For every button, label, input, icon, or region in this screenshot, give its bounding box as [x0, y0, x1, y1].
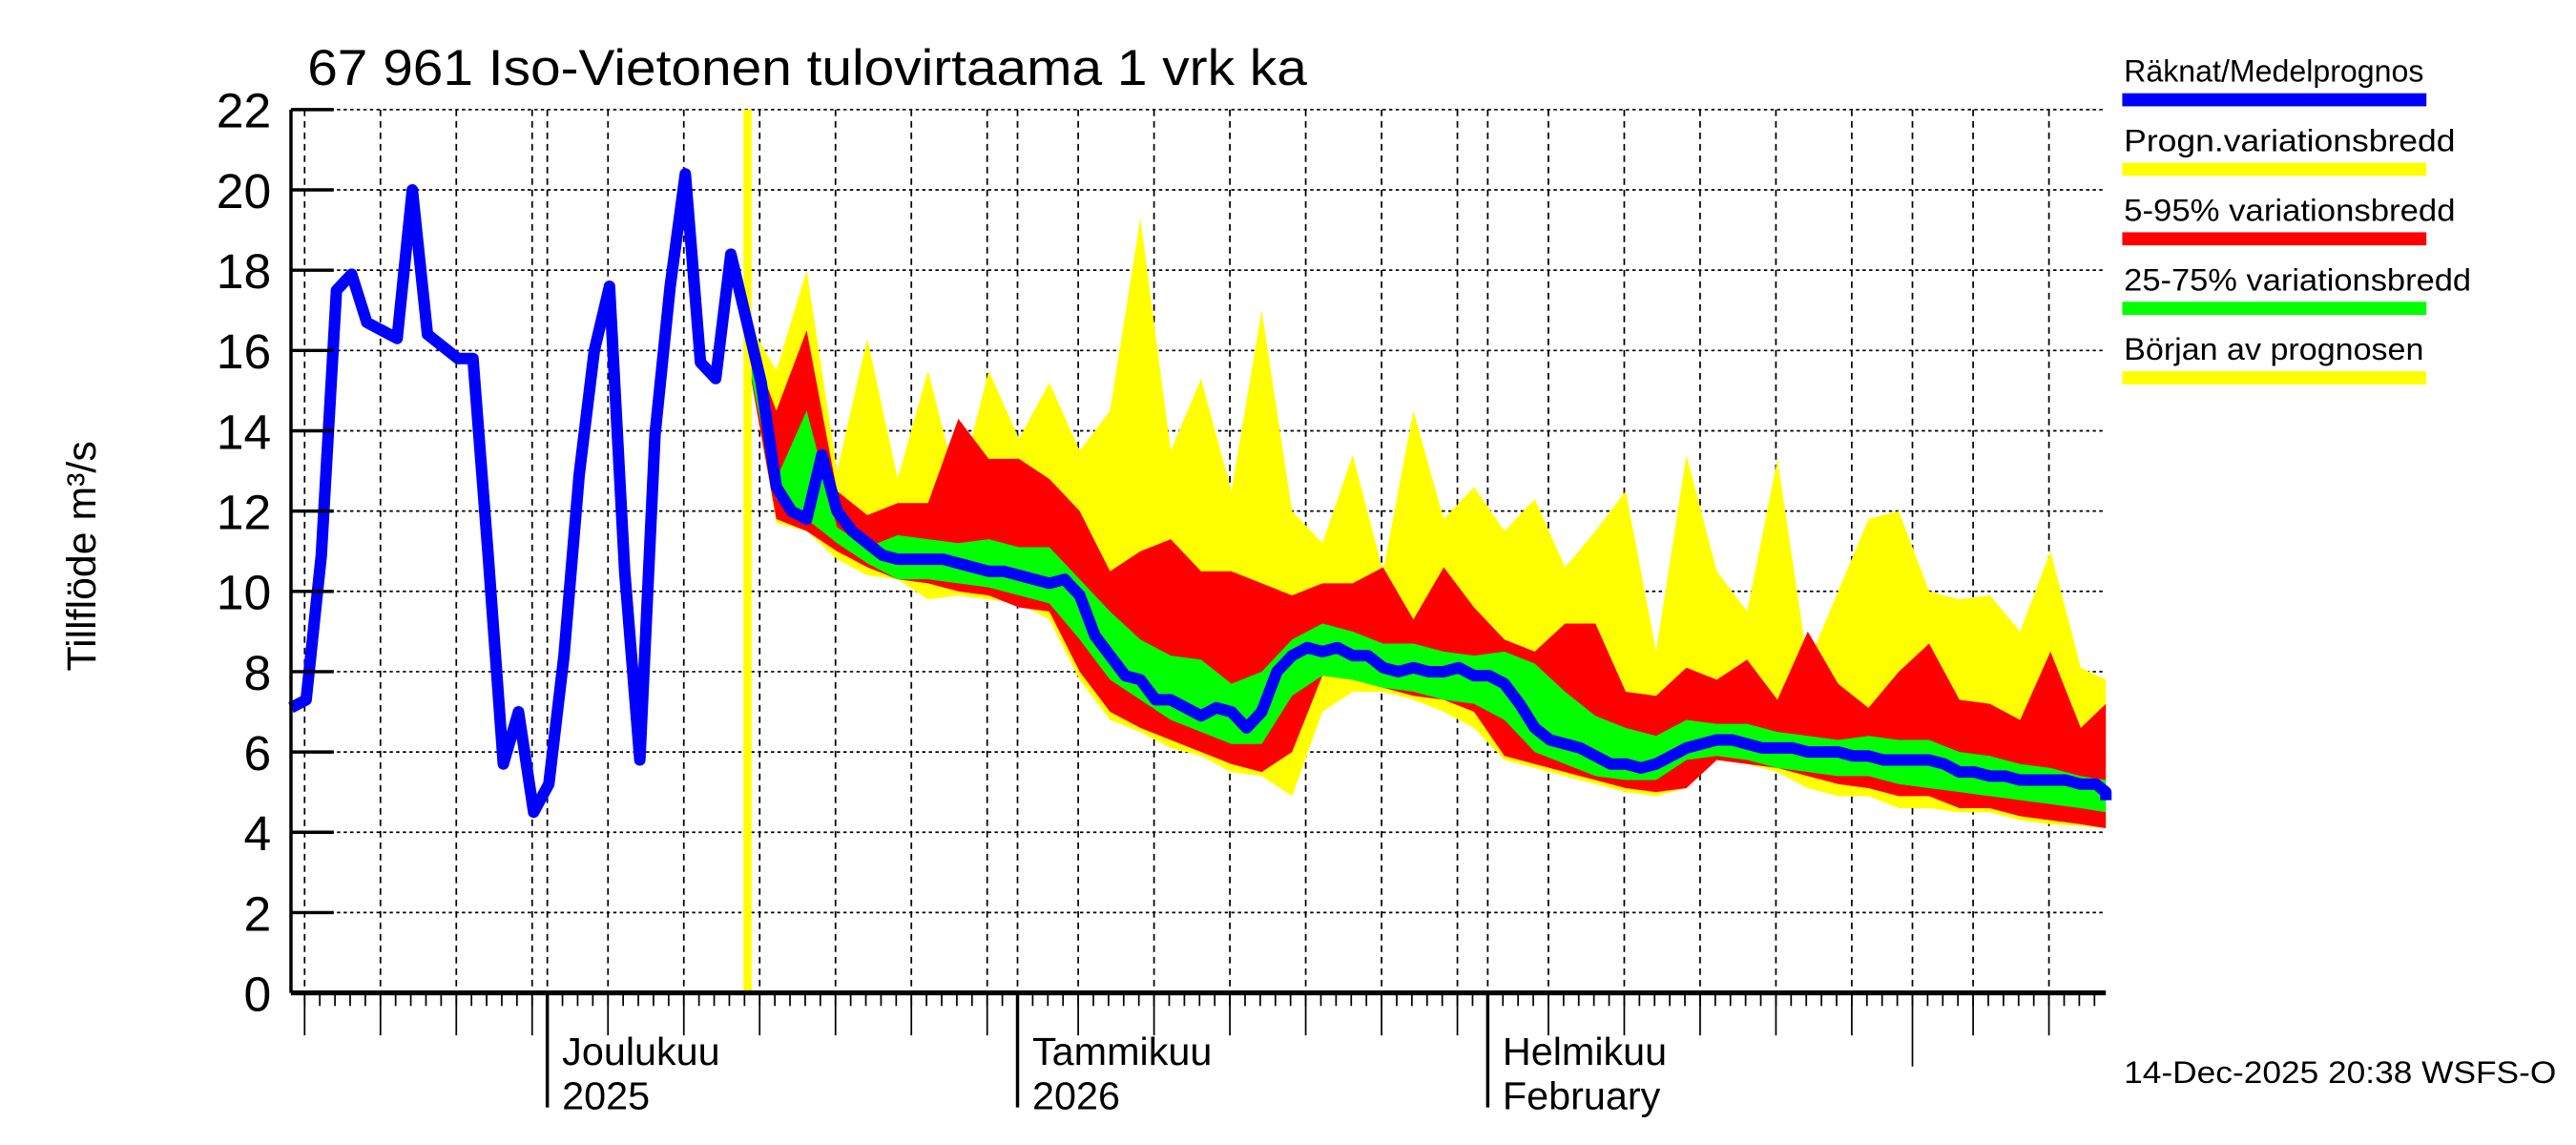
chart-title: 67 961 Iso-Vietonen tulovirtaama 1 vrk k…	[307, 40, 1307, 96]
legend-swatch	[2122, 162, 2427, 177]
footer-timestamp: 14-Dec-2025 20:38 WSFS-O	[2124, 1054, 2556, 1090]
legend-label: 5-95% variationsbredd	[2124, 193, 2455, 228]
y-tick-label: 20	[217, 163, 271, 219]
y-tick-label: 16	[217, 323, 271, 379]
y-tick-label: 22	[217, 83, 271, 138]
month-label: Helmikuu	[1503, 1030, 1667, 1073]
legend-label: 25-75% variationsbredd	[2124, 261, 2471, 297]
y-tick-label: 4	[244, 805, 272, 861]
year-label: 2025	[562, 1073, 650, 1117]
y-axis-label: Tillflöde m³/s	[59, 441, 105, 671]
y-tick-label: 18	[217, 243, 271, 299]
observed-mean-line	[288, 168, 2112, 819]
legend-label: Räknat/Medelprognos	[2124, 53, 2423, 89]
legend-swatch	[2122, 302, 2427, 315]
month-label: Tammikuu	[1032, 1030, 1212, 1073]
year-label: 2026	[1032, 1073, 1120, 1117]
y-tick-label: 6	[244, 725, 272, 781]
y-tick-label: 8	[244, 645, 272, 700]
series-lines	[288, 109, 2112, 993]
legend-swatch	[2122, 232, 2427, 246]
y-tick-label: 10	[217, 565, 271, 620]
legend: Räknat/Medelprognos Progn.variationsbredd…	[2122, 53, 2471, 385]
month-label: Joulukuu	[562, 1030, 719, 1073]
y-tick-label: 2	[244, 885, 272, 941]
legend-swatch	[2122, 93, 2427, 107]
year-label: February	[1503, 1073, 1661, 1117]
band-5-95	[745, 330, 2107, 829]
variation-bands	[745, 218, 2107, 829]
legend-label: Början av prognosen	[2124, 331, 2423, 366]
legend-label: Progn.variationsbredd	[2124, 123, 2455, 158]
y-tick-label: 14	[217, 404, 271, 459]
y-tick-label: 0	[244, 967, 272, 1022]
y-tick-label: 12	[217, 485, 271, 540]
legend-swatch	[2122, 371, 2427, 385]
